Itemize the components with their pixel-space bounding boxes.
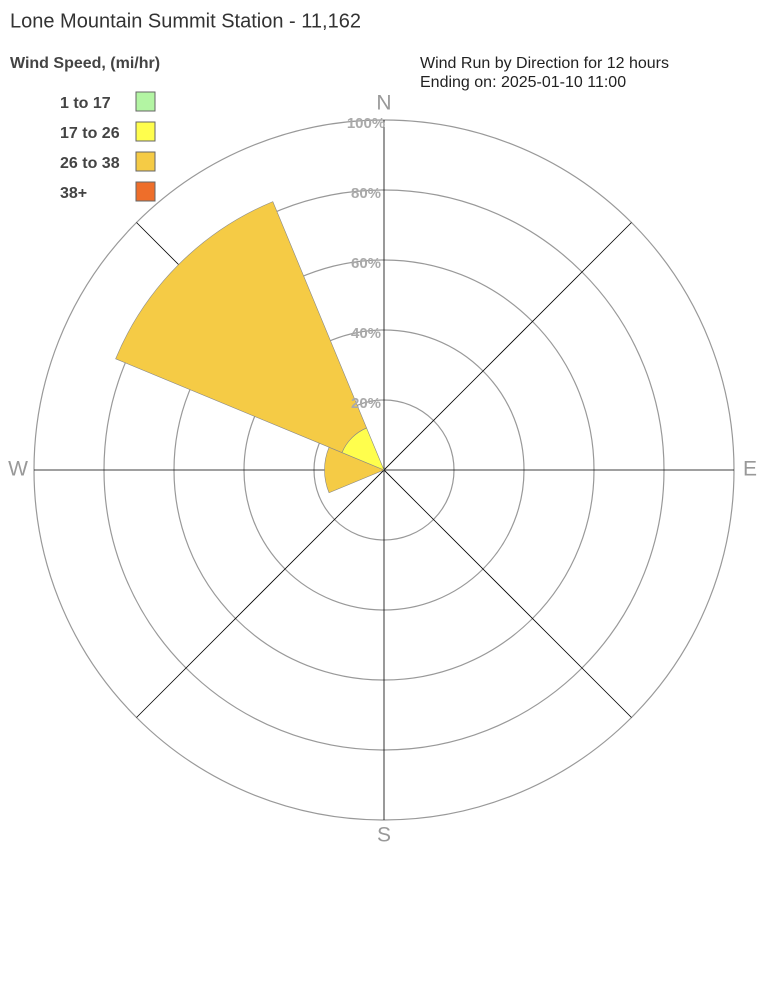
chart-title: Lone Mountain Summit Station - 11,162 [10,10,361,32]
r-tick-label: 20% [351,395,381,412]
legend-label: 1 to 17 [60,95,111,112]
legend-swatch [135,181,156,202]
subtitle: Wind Run by Direction for 12 hours [420,55,669,72]
subtitle: Ending on: 2025-01-10 11:00 [420,74,626,91]
legend-swatch [135,151,156,172]
direction-label: S [377,824,391,847]
legend-title: Wind Speed, (mi/hr) [10,55,160,72]
legend-label: 17 to 26 [60,125,120,142]
legend-label: 26 to 38 [60,155,120,172]
direction-label: E [743,458,757,481]
legend-swatch [135,91,156,112]
legend-label: 38+ [60,185,87,202]
r-tick-label: 100% [347,115,385,132]
r-tick-label: 60% [351,255,381,272]
r-tick-label: 80% [351,185,381,202]
r-tick-label: 40% [351,325,381,342]
wind-sector [115,201,367,453]
direction-label: N [376,92,391,115]
direction-label: W [8,458,28,481]
legend-swatch [135,121,156,142]
